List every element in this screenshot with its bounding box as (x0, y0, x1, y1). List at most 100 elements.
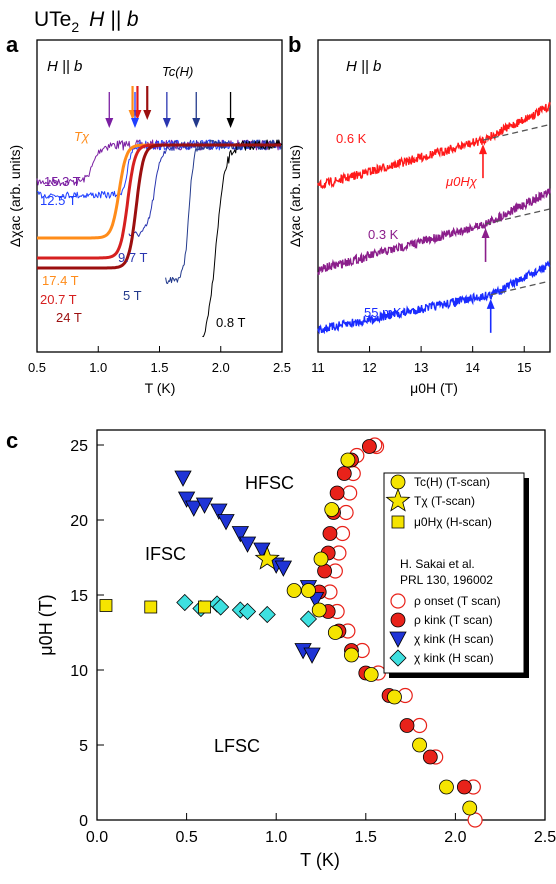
point-diamond (176, 593, 194, 612)
tc-label: Tc(H) (162, 64, 193, 79)
curve-0-8-T (202, 139, 283, 338)
panel-c-frame (96, 429, 546, 821)
point-circle (363, 667, 379, 682)
tchi-label: Tχ (74, 129, 90, 144)
tc-arrow-head (105, 118, 114, 128)
panel-a-ticks: 0.5 1.0 1.5 2.0 2.5 (28, 346, 291, 375)
tick-label-b-x: 13 (414, 360, 428, 375)
legend-tchi: Tχ (T-scan) (414, 494, 475, 508)
tc-arrow-head (162, 118, 171, 128)
series-label-17-4-T: 17.4 T (42, 273, 79, 288)
curve-12-5-T (37, 139, 282, 199)
extrapolation-line (490, 280, 551, 296)
legend-marker-chi-dia (389, 649, 407, 667)
legend-box (383, 472, 525, 674)
panel-b: 11 12 13 14 15 H || b μ0Hχ μ0H (T) Δχac (arb… (287, 39, 551, 396)
point-diamond (299, 610, 318, 628)
series-label-12-5-T: 12.5 T (40, 193, 77, 208)
tick-label-a-x: 1.0 (89, 360, 107, 375)
point-circle (301, 583, 316, 598)
point-open-circle (338, 504, 354, 521)
panel-b-xlabel: μ0H (T) (410, 380, 458, 396)
point-square (144, 600, 158, 614)
point-filled-circle (322, 526, 338, 541)
panel-b-curves (317, 101, 551, 335)
point-filled-circle (336, 466, 352, 481)
point-open-circle (334, 525, 351, 542)
panel-a-series-labels: 15.3 T 12.5 T 9.7 T 5 T 0.8 T 17.4 T 20.7 T 24 … (40, 174, 245, 330)
tick-label-a-x: 1.5 (150, 360, 168, 375)
tick-label-b-x: 14 (465, 360, 479, 375)
tick-label-a-x: 2.5 (273, 360, 291, 375)
hchi-arrow-head (486, 298, 495, 309)
point-circle (286, 583, 302, 598)
panel-a-curves (36, 86, 283, 338)
curve-5-T (165, 139, 282, 284)
panel-c-xlabel: T (K) (300, 850, 340, 870)
tick-label-b-x: 12 (362, 360, 376, 375)
point-down-triangle (195, 497, 214, 514)
point-down-triangle (174, 470, 192, 487)
tick-label-a-x: 2.0 (212, 360, 230, 375)
region-ifsc: IFSC (145, 544, 186, 564)
panel-c-ylabel: μ0H (T) (36, 594, 56, 655)
hchi-label: μ0Hχ (445, 174, 478, 189)
point-open-circle (411, 717, 428, 734)
panel-c-ticks: 0.0 0.5 1.0 1.5 2.0 2.5 0 5 10 15 20 25 (70, 438, 556, 846)
legend-ref2: PRL 130, 196002 (400, 573, 493, 587)
point-circle (313, 551, 329, 567)
point-diamond (212, 598, 230, 616)
point-down-triangle (185, 500, 203, 517)
tc-arrow-head (131, 118, 139, 128)
legend-tc: Tc(H) (T-scan) (414, 475, 490, 489)
curve-17-4-T (36, 143, 282, 240)
figure-title: UTe2 H || b (34, 8, 139, 35)
series-label-9-7-T: 9.7 T (118, 250, 147, 265)
point-down-triangle (238, 536, 257, 553)
hchi-arrow-head (478, 144, 487, 155)
region-hfsc: HFSC (245, 473, 294, 493)
tick-label-c-y: 10 (70, 663, 88, 680)
point-circle (324, 502, 340, 517)
tick-label-c-y: 0 (79, 813, 88, 830)
point-circle (387, 689, 402, 705)
panel-a-annotation: H || b (47, 58, 82, 75)
series-label-20-7-T: 20.7 T (40, 292, 77, 307)
legend-rho-kink: ρ kink (T scan) (414, 613, 493, 627)
point-filled-circle (329, 485, 345, 501)
panel-label-c: c (6, 428, 18, 453)
panel-b-frame (317, 39, 551, 353)
tc-arrow-head (143, 110, 152, 120)
legend-chi-kink-dia: χ kink (H scan) (414, 651, 494, 665)
tc-arrow-head (192, 118, 201, 128)
series-label-55-mK: 55 mK (364, 305, 402, 320)
legend-shadow-right (524, 478, 529, 678)
point-down-triangle (274, 560, 293, 577)
panel-b-ylabel: Δχac (arb. units) (287, 145, 303, 247)
point-down-triangle (177, 491, 196, 508)
series-label-0-3-K: 0.3 K (368, 227, 399, 242)
point-filled-circle (361, 439, 377, 454)
point-circle (412, 737, 427, 753)
point-star (254, 545, 280, 570)
legend-markers (385, 474, 411, 667)
region-lfsc: LFSC (214, 736, 260, 756)
legend-rho-onset: ρ onset (T scan) (414, 594, 501, 608)
legend-marker-tchi (385, 487, 411, 512)
curve-9-7-T (128, 139, 283, 237)
legend-ref1: H. Sakai et al. (400, 557, 475, 571)
legend-shadow-bottom (389, 673, 529, 678)
point-diamond (258, 605, 276, 624)
tick-label-c-x: 0.0 (86, 829, 108, 846)
panel-label-b: b (288, 32, 301, 57)
panel-c: 0.0 0.5 1.0 1.5 2.0 2.5 0 5 10 15 20 25 HFSC IFSC L… (36, 429, 556, 870)
point-circle (439, 779, 454, 795)
point-filled-circle (399, 718, 415, 733)
legend-marker-rho-onset (390, 593, 406, 609)
panel-b-annotation: H || b (346, 58, 381, 75)
point-square (99, 599, 113, 612)
point-open-circle (342, 485, 358, 501)
point-diamond (238, 602, 257, 621)
tick-label-c-x: 2.0 (444, 829, 466, 846)
